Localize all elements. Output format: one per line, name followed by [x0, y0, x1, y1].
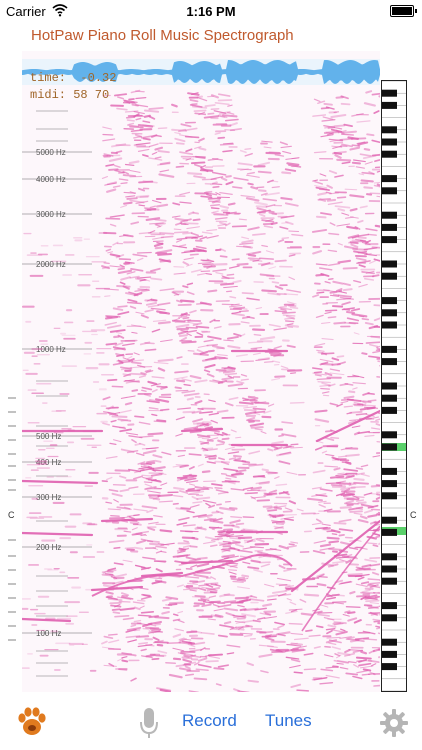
frequency-label: 200 Hz: [36, 543, 61, 552]
frequency-label: 400 Hz: [36, 458, 61, 467]
c-marker-left: C: [8, 510, 15, 520]
app-title: HotPaw Piano Roll Music Spectrograph: [31, 27, 294, 44]
wifi-icon: [52, 4, 68, 17]
paw-icon[interactable]: [14, 704, 50, 740]
frequency-label: 300 Hz: [36, 493, 61, 502]
tunes-button[interactable]: Tunes: [265, 711, 312, 730]
spectrogram-view[interactable]: 5000 Hz 4000 Hz 3000 Hz 2000 Hz 1000 Hz 500 H…: [22, 51, 380, 692]
midi-readout: midi: 58 70: [30, 88, 110, 102]
frequency-label: 4000 Hz: [36, 175, 66, 184]
spectrogram-traces: [22, 89, 380, 692]
frequency-label: 2000 Hz: [36, 260, 66, 269]
frequency-label: 5000 Hz: [36, 148, 66, 157]
carrier-label: Carrier: [6, 4, 46, 19]
record-button[interactable]: Record: [182, 711, 237, 730]
bottom-toolbar: Record Tunes: [0, 700, 422, 750]
frequency-label: 1000 Hz: [36, 345, 66, 354]
frequency-grid: 5000 Hz 4000 Hz 3000 Hz 2000 Hz 1000 Hz 500 H…: [22, 110, 92, 677]
status-bar: Carrier 1:16 PM: [0, 0, 422, 22]
spectrogram-canvas: 5000 Hz 4000 Hz 3000 Hz 2000 Hz 1000 Hz 500 H…: [22, 59, 380, 692]
frequency-label: 100 Hz: [36, 629, 61, 638]
piano-keyboard[interactable]: [381, 80, 407, 692]
frequency-label: 500 Hz: [36, 432, 61, 441]
status-clock: 1:16 PM: [186, 4, 236, 19]
waveform-band: [22, 59, 380, 85]
c-marker-right: C: [410, 510, 417, 520]
gear-icon[interactable]: [379, 708, 409, 738]
left-octave-ticks: [8, 397, 16, 641]
microphone-icon[interactable]: [139, 706, 159, 740]
piano-keys: [382, 80, 406, 692]
time-readout: time: -0.32: [30, 71, 117, 85]
frequency-label: 3000 Hz: [36, 210, 66, 219]
battery-icon: [390, 5, 417, 17]
